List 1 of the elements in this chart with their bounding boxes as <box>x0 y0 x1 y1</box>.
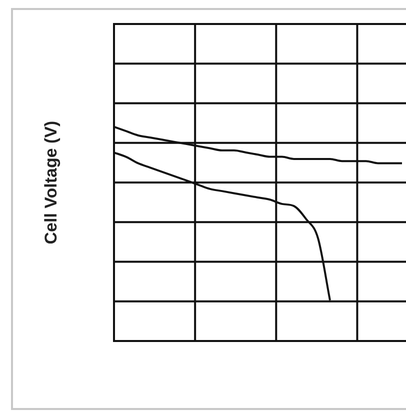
y-axis-title: Cell Voltage (V) <box>42 120 61 244</box>
